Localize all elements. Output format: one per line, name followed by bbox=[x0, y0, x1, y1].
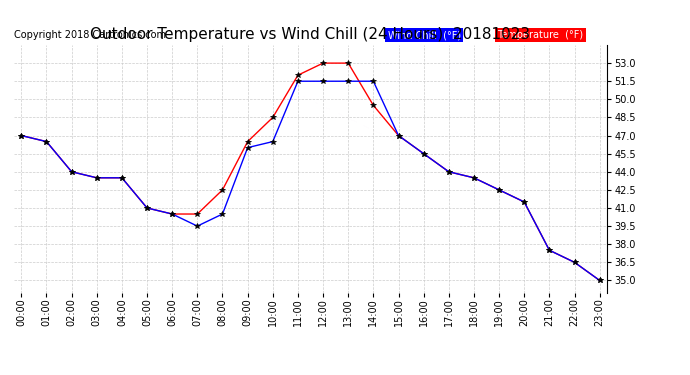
Text: Temperature  (°F): Temperature (°F) bbox=[497, 30, 584, 40]
Text: Copyright 2018 Cartronics.com: Copyright 2018 Cartronics.com bbox=[14, 30, 166, 40]
Text: Wind Chill  (°F): Wind Chill (°F) bbox=[388, 30, 461, 40]
Title: Outdoor Temperature vs Wind Chill (24 Hours)  20181023: Outdoor Temperature vs Wind Chill (24 Ho… bbox=[90, 27, 531, 42]
